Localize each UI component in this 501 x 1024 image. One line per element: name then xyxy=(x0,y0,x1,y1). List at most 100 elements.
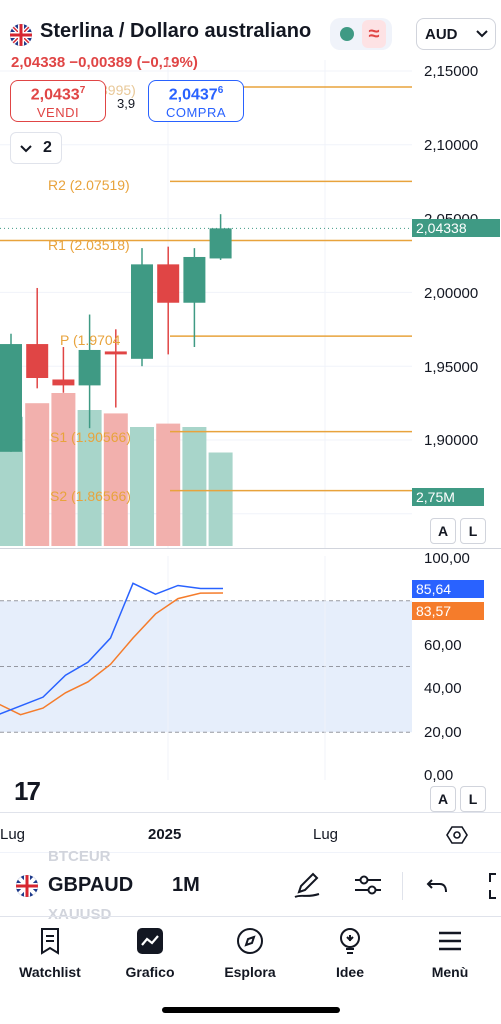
buy-price-sup: 6 xyxy=(217,85,224,96)
faded-symbol-top: BTCEUR xyxy=(48,848,111,865)
tabbar-divider xyxy=(0,916,501,917)
indicator-count: 2 xyxy=(43,139,52,156)
chevron-down-icon xyxy=(476,30,488,38)
candle-body xyxy=(52,379,75,386)
sell-price: 2,0433 xyxy=(30,86,80,104)
volume-bar xyxy=(130,427,154,546)
time-axis-label: Lug xyxy=(313,826,339,843)
osc-blue-line xyxy=(0,582,223,715)
tab-label: Menù xyxy=(431,964,469,980)
buy-label: COMPRA xyxy=(165,105,227,121)
spread-value: 3,9 xyxy=(117,96,136,111)
toolbar-separator xyxy=(402,872,403,900)
price-axis-label: 2,00000 xyxy=(424,285,479,302)
candle-body xyxy=(78,349,101,386)
pane-divider[interactable] xyxy=(0,548,501,549)
tab-esplora[interactable]: Esplora xyxy=(200,927,300,980)
list-icon xyxy=(41,928,59,955)
volume-bar xyxy=(156,423,181,546)
pivot-r2-label: R2 (2.07519) xyxy=(48,177,130,193)
time-axis-divider xyxy=(0,812,501,813)
pivot-r1-label: R1 (2.03518) xyxy=(48,237,130,253)
volume-bar xyxy=(182,427,207,546)
tab-menu[interactable]: Menù xyxy=(400,927,500,980)
market-status-pill[interactable]: ≈ xyxy=(330,18,392,50)
tradingview-logo[interactable]: 17 xyxy=(14,776,41,806)
home-indicator xyxy=(162,1007,340,1013)
osc-axis-label: 40,00 xyxy=(424,680,462,697)
price-axis-label: 2,15000 xyxy=(424,63,479,80)
candle-body xyxy=(209,228,232,259)
settings-icon[interactable] xyxy=(446,824,468,846)
menu-icon xyxy=(439,931,461,951)
candle-body xyxy=(0,344,22,452)
indicators-toggle-button[interactable]: 2 xyxy=(10,132,62,164)
currency-value: AUD xyxy=(425,26,458,43)
price-axis-label: 2,10000 xyxy=(424,137,479,154)
uk-flag-icon xyxy=(16,875,38,897)
currency-select[interactable]: AUD xyxy=(416,18,496,50)
price-axis-label: 1,90000 xyxy=(424,432,479,449)
candle-body xyxy=(157,264,180,303)
compass-icon xyxy=(237,928,263,954)
price-change: −0,00389 xyxy=(69,54,133,71)
auto-scale-button[interactable]: A xyxy=(430,518,456,544)
toolbar-divider xyxy=(0,852,501,853)
time-axis-label: 2025 xyxy=(148,826,182,843)
oscillator-chart[interactable] xyxy=(0,556,412,780)
volume-tag: 2,75M xyxy=(412,488,484,506)
drawing-pen-icon[interactable] xyxy=(293,870,321,900)
last-price-tag: 2,04338 xyxy=(412,219,500,237)
last-price: 2,04338 xyxy=(11,54,66,71)
osc-axis-label: 100,00 xyxy=(424,550,470,567)
wave-icon: ≈ xyxy=(362,20,386,48)
price-change-pct: (−0,19%) xyxy=(136,54,198,71)
pivot-p-label: P (1.9704 xyxy=(60,332,121,348)
tab-idee[interactable]: Idee xyxy=(300,927,400,980)
symbol-title[interactable]: Sterlina / Dollaro australiano xyxy=(40,20,312,42)
osc-orange-tag: 83,57 xyxy=(412,602,484,620)
price-change-line: 2,04338 −0,00389 (−0,19%) xyxy=(11,54,198,71)
osc-blue-tag: 85,64 xyxy=(412,580,484,598)
indicators-sliders-icon[interactable] xyxy=(353,872,383,898)
osc-axis-label: 60,00 xyxy=(424,637,462,654)
fullscreen-icon[interactable] xyxy=(486,872,501,900)
pivot-s2-label: S2 (1.86566) xyxy=(50,488,131,504)
symbol-selector[interactable]: GBPAUD xyxy=(48,874,134,896)
time-axis-label: Lug xyxy=(0,826,26,843)
tab-label: Grafico xyxy=(125,964,175,980)
osc-auto-scale-button[interactable]: A xyxy=(430,786,456,812)
volume-bar xyxy=(103,413,128,546)
sell-price-sup: 7 xyxy=(79,85,86,96)
chart-icon xyxy=(137,928,163,954)
osc-orange-line xyxy=(0,592,224,716)
log-scale-button[interactable]: L xyxy=(460,518,486,544)
candle-body xyxy=(131,264,153,359)
sell-button[interactable]: 2,04337 VENDI xyxy=(10,80,106,122)
faded-symbol-bottom: XAUUSD xyxy=(48,906,112,923)
undo-icon[interactable] xyxy=(426,874,450,896)
tab-watchlist[interactable]: Watchlist xyxy=(0,927,100,980)
candle-body xyxy=(104,351,127,355)
uk-flag-icon xyxy=(10,24,32,46)
osc-log-scale-button[interactable]: L xyxy=(460,786,486,812)
osc-axis-label: 20,00 xyxy=(424,724,462,741)
tab-grafico[interactable]: Grafico xyxy=(100,927,200,980)
buy-button[interactable]: 2,04376 COMPRA xyxy=(148,80,244,122)
market-open-dot-icon xyxy=(340,27,354,41)
candle-body xyxy=(26,344,49,379)
tab-label: Idee xyxy=(335,964,364,980)
interval-selector[interactable]: 1M xyxy=(172,874,200,896)
volume-bar xyxy=(208,452,233,546)
candle-body xyxy=(183,256,206,303)
volume-bar xyxy=(77,410,102,546)
sell-label: VENDI xyxy=(36,105,80,121)
volume-bar xyxy=(25,403,50,546)
tab-label: Watchlist xyxy=(19,964,81,980)
tab-label: Esplora xyxy=(224,964,276,980)
faded-pivot-text: 8995) xyxy=(100,82,136,98)
price-chart[interactable] xyxy=(0,60,412,550)
chevron-down-icon xyxy=(20,145,32,153)
volume-bar xyxy=(51,393,76,546)
pivot-s1-label: S1 (1.90566) xyxy=(50,429,131,445)
